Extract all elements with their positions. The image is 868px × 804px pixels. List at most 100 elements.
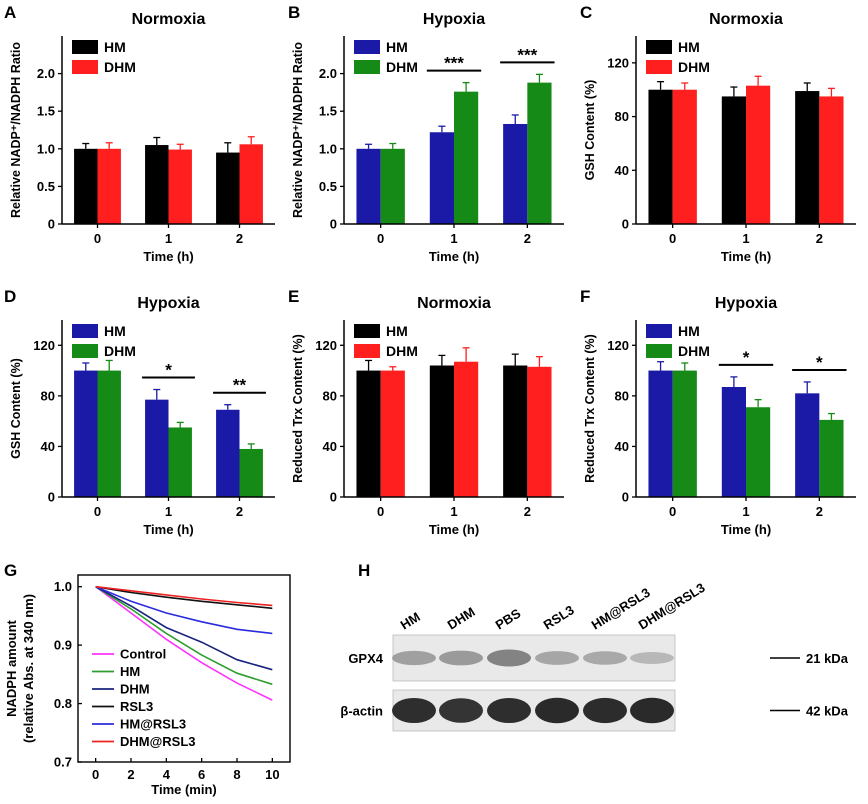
y-tick-label: 80 <box>615 109 629 124</box>
bar-hm-1 <box>145 145 169 224</box>
panel-letters: A B C D E F G H <box>4 3 592 580</box>
y-axis-label-unit: (relative Abs. at 340 nm) <box>21 594 36 743</box>
blot-band <box>630 652 674 664</box>
y-tick-label: 0.5 <box>319 179 337 194</box>
bar-dhm-1 <box>746 407 771 497</box>
blot-band <box>392 697 436 724</box>
y-tick-label: 0 <box>622 217 629 232</box>
legend-label: DHM <box>386 343 418 359</box>
x-tick-label: 0 <box>669 231 676 246</box>
y-tick-label: 120 <box>315 338 337 353</box>
x-tick-label: 10 <box>265 767 279 782</box>
legend-label: HM <box>104 323 126 339</box>
y-tick-label: 1.0 <box>54 579 72 594</box>
x-tick-label: 2 <box>816 231 823 246</box>
blot-band <box>487 649 531 667</box>
legend-swatch-hm <box>646 324 672 338</box>
x-tick-label: 1 <box>165 231 172 246</box>
panel-letter-B: B <box>288 3 300 22</box>
legend-label: HM <box>678 323 700 339</box>
bar-dhm-0 <box>672 370 697 497</box>
panel-letter-C: C <box>580 3 592 22</box>
chart-panel-E: Normoxia 0 40 80 120 0 1 2 Time (h) Reduced Trx C… <box>291 295 564 537</box>
bar-dhm-0 <box>97 370 121 497</box>
bar-dhm-2 <box>527 82 552 225</box>
y-tick-label: 0 <box>330 217 337 232</box>
x-tick-label: 2 <box>236 231 243 246</box>
bar-hm-2 <box>795 393 820 497</box>
y-tick-label: 80 <box>41 388 55 403</box>
bar-dhm-2 <box>239 144 263 224</box>
x-tick-label: 0 <box>92 767 99 782</box>
blot-band <box>630 697 674 724</box>
legend-label: HM <box>386 39 408 55</box>
bar-hm-0 <box>74 370 98 497</box>
legend-label: HM <box>104 39 126 55</box>
chart-title: Normoxia <box>132 11 206 28</box>
panel-letter-E: E <box>288 287 299 306</box>
legend-label: HM <box>678 39 700 55</box>
x-tick-label: 0 <box>94 231 101 246</box>
legend-swatch-dhm <box>354 60 380 74</box>
significance-label: *** <box>517 45 537 64</box>
y-tick-label: 80 <box>323 388 337 403</box>
marker-label: 21 kDa <box>806 651 849 666</box>
bar-hm-2 <box>795 91 820 224</box>
chart-title: Normoxia <box>709 11 783 28</box>
x-tick-label: 0 <box>94 504 101 519</box>
x-tick-label: 2 <box>816 504 823 519</box>
x-axis-label: Time (h) <box>143 249 193 264</box>
bar-dhm-1 <box>168 149 192 224</box>
bar-hm-2 <box>216 409 240 497</box>
blot-band <box>487 697 531 724</box>
legend-label: DHM@RSL3 <box>120 734 196 749</box>
x-tick-label: 1 <box>742 231 749 246</box>
y-tick-label: 40 <box>615 163 629 178</box>
blot-band <box>583 651 627 665</box>
legend-swatch-dhm <box>72 60 98 74</box>
x-axis-label: Time (h) <box>143 522 193 537</box>
y-tick-label: 0.5 <box>37 179 55 194</box>
y-tick-label: 1.0 <box>319 141 337 156</box>
y-tick-label: 0.8 <box>54 696 72 711</box>
legend-label: DHM <box>104 343 136 359</box>
x-tick-label: 1 <box>165 504 172 519</box>
x-tick-label: 2 <box>524 504 531 519</box>
blot-band <box>392 650 436 666</box>
chart-panel-A: Normoxia 0 0.5 1.0 1.5 2.0 0 1 2 Time (h) Relative… <box>9 11 275 264</box>
significance-label: * <box>165 361 172 380</box>
y-tick-label: 0 <box>330 490 337 505</box>
bar-hm-2 <box>216 152 240 224</box>
x-tick-label: 0 <box>377 504 384 519</box>
y-tick-label: 120 <box>33 338 55 353</box>
line-hm <box>95 586 273 686</box>
x-tick-label: 2 <box>524 231 531 246</box>
charts: Normoxia 0 0.5 1.0 1.5 2.0 0 1 2 Time (h) Relative… <box>4 11 856 797</box>
y-tick-label: 40 <box>323 439 337 454</box>
chart-title: Hypoxia <box>715 295 777 312</box>
bar-dhm-2 <box>819 419 844 497</box>
bar-hm-0 <box>356 148 381 224</box>
chart-panel-C: Normoxia 0 40 80 120 0 1 2 Time (h) GSH Content (… <box>583 11 856 264</box>
x-tick-label: 2 <box>127 767 134 782</box>
legend-label: Control <box>120 647 166 662</box>
legend-swatch-dhm <box>646 60 672 74</box>
legend-label: DHM <box>104 59 136 75</box>
blot-band <box>439 698 483 723</box>
legend-swatch-hm <box>354 40 380 54</box>
lane-label: RSL3 <box>541 602 577 632</box>
bar-dhm-0 <box>380 370 405 497</box>
y-tick-label: 120 <box>607 55 629 70</box>
line-dhm-at-rsl3 <box>95 585 273 607</box>
y-tick-label: 0 <box>622 490 629 505</box>
y-tick-label: 40 <box>41 439 55 454</box>
bar-hm-0 <box>74 148 98 224</box>
lane-label: DHM <box>445 604 478 632</box>
x-tick-label: 1 <box>742 504 749 519</box>
bar-hm-1 <box>429 365 454 497</box>
y-tick-label: 2.0 <box>37 66 55 81</box>
y-axis-label: Relative NADP⁺/NADPH Ratio <box>291 42 305 218</box>
